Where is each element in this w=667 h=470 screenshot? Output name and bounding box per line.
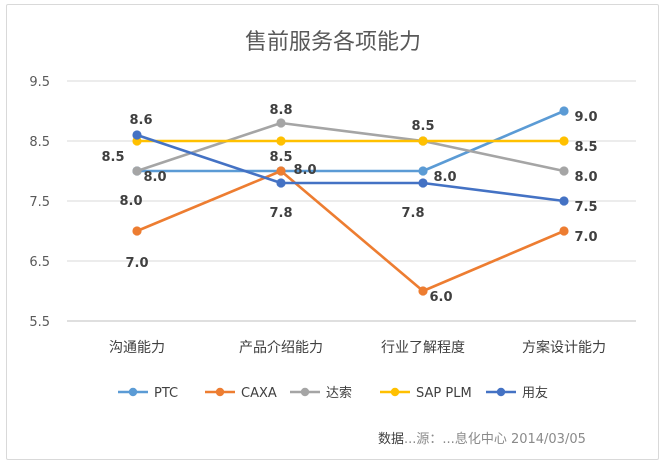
data-label: 8.5 [269, 150, 292, 165]
data-label: 8.0 [293, 163, 316, 178]
data-point [418, 166, 428, 176]
x-tick-label: 行业了解程度 [381, 340, 465, 356]
data-point [418, 178, 428, 188]
data-point [276, 136, 286, 146]
data-label: 8.5 [574, 140, 597, 155]
data-label: 8.0 [119, 194, 142, 209]
legend-item: 达索 [290, 386, 352, 401]
data-label: 7.0 [574, 230, 597, 245]
source-suffix: ...息化中心 2014/03/05 [442, 432, 586, 447]
data-point [559, 106, 569, 116]
chart-title: 售前服务各项能力 [245, 30, 421, 55]
chart-frame [6, 4, 659, 460]
data-label: 7.5 [574, 200, 597, 215]
data-point [418, 286, 428, 296]
legend-label: PTC [154, 386, 178, 401]
data-label: 8.6 [129, 113, 152, 128]
legend-marker [128, 387, 138, 397]
x-tick-label: 方案设计能力 [522, 339, 606, 356]
legend-label: 用友 [522, 385, 548, 401]
legend-label: 达索 [326, 386, 352, 401]
data-point [559, 136, 569, 146]
data-label: 8.5 [101, 150, 124, 165]
legend-item: CAXA [205, 386, 277, 401]
data-label: 9.0 [574, 110, 597, 125]
series-line-4 [136, 133, 565, 203]
y-tick-label: 9.5 [29, 75, 50, 90]
data-point [276, 178, 286, 188]
data-point [276, 118, 286, 128]
y-tick-label: 6.5 [29, 255, 50, 270]
x-tick-label: 沟通能力 [109, 340, 165, 356]
legend-marker [496, 387, 506, 397]
data-label: 8.8 [269, 103, 292, 118]
legend-item: 用友 [486, 385, 548, 401]
legend-marker [390, 387, 400, 397]
source-prefix: 数据 [378, 432, 405, 447]
data-source-note: 数据...源：...息化中心 2014/03/05 [378, 428, 586, 447]
data-point [559, 196, 569, 206]
legend-marker [300, 387, 310, 397]
data-point [559, 166, 569, 176]
data-point [559, 226, 569, 236]
legend-item: SAP PLM [380, 386, 472, 401]
data-label: 7.0 [125, 256, 148, 271]
source-middle: ...源： [404, 432, 443, 447]
data-label: 8.0 [433, 170, 456, 185]
data-label: 8.5 [411, 119, 434, 134]
legend-label: SAP PLM [416, 386, 472, 401]
data-label: 7.8 [269, 206, 292, 221]
x-tick-label: 产品介绍能力 [239, 340, 323, 356]
y-tick-label: 8.5 [29, 135, 50, 150]
data-point [132, 130, 142, 140]
data-label: 8.0 [574, 170, 597, 185]
y-tick-label: 5.5 [29, 315, 50, 330]
y-tick-label: 7.5 [29, 195, 50, 210]
legend-label: CAXA [241, 386, 277, 401]
data-label: 6.0 [429, 290, 452, 305]
series-line-1 [136, 169, 565, 293]
legend-item: PTC [118, 386, 178, 401]
data-label: 8.0 [143, 170, 166, 185]
legend-marker [215, 387, 225, 397]
data-label: 7.8 [401, 206, 424, 221]
data-point [276, 166, 286, 176]
data-point [418, 136, 428, 146]
data-point [132, 226, 142, 236]
data-point [132, 166, 142, 176]
series-line-2 [136, 121, 565, 173]
